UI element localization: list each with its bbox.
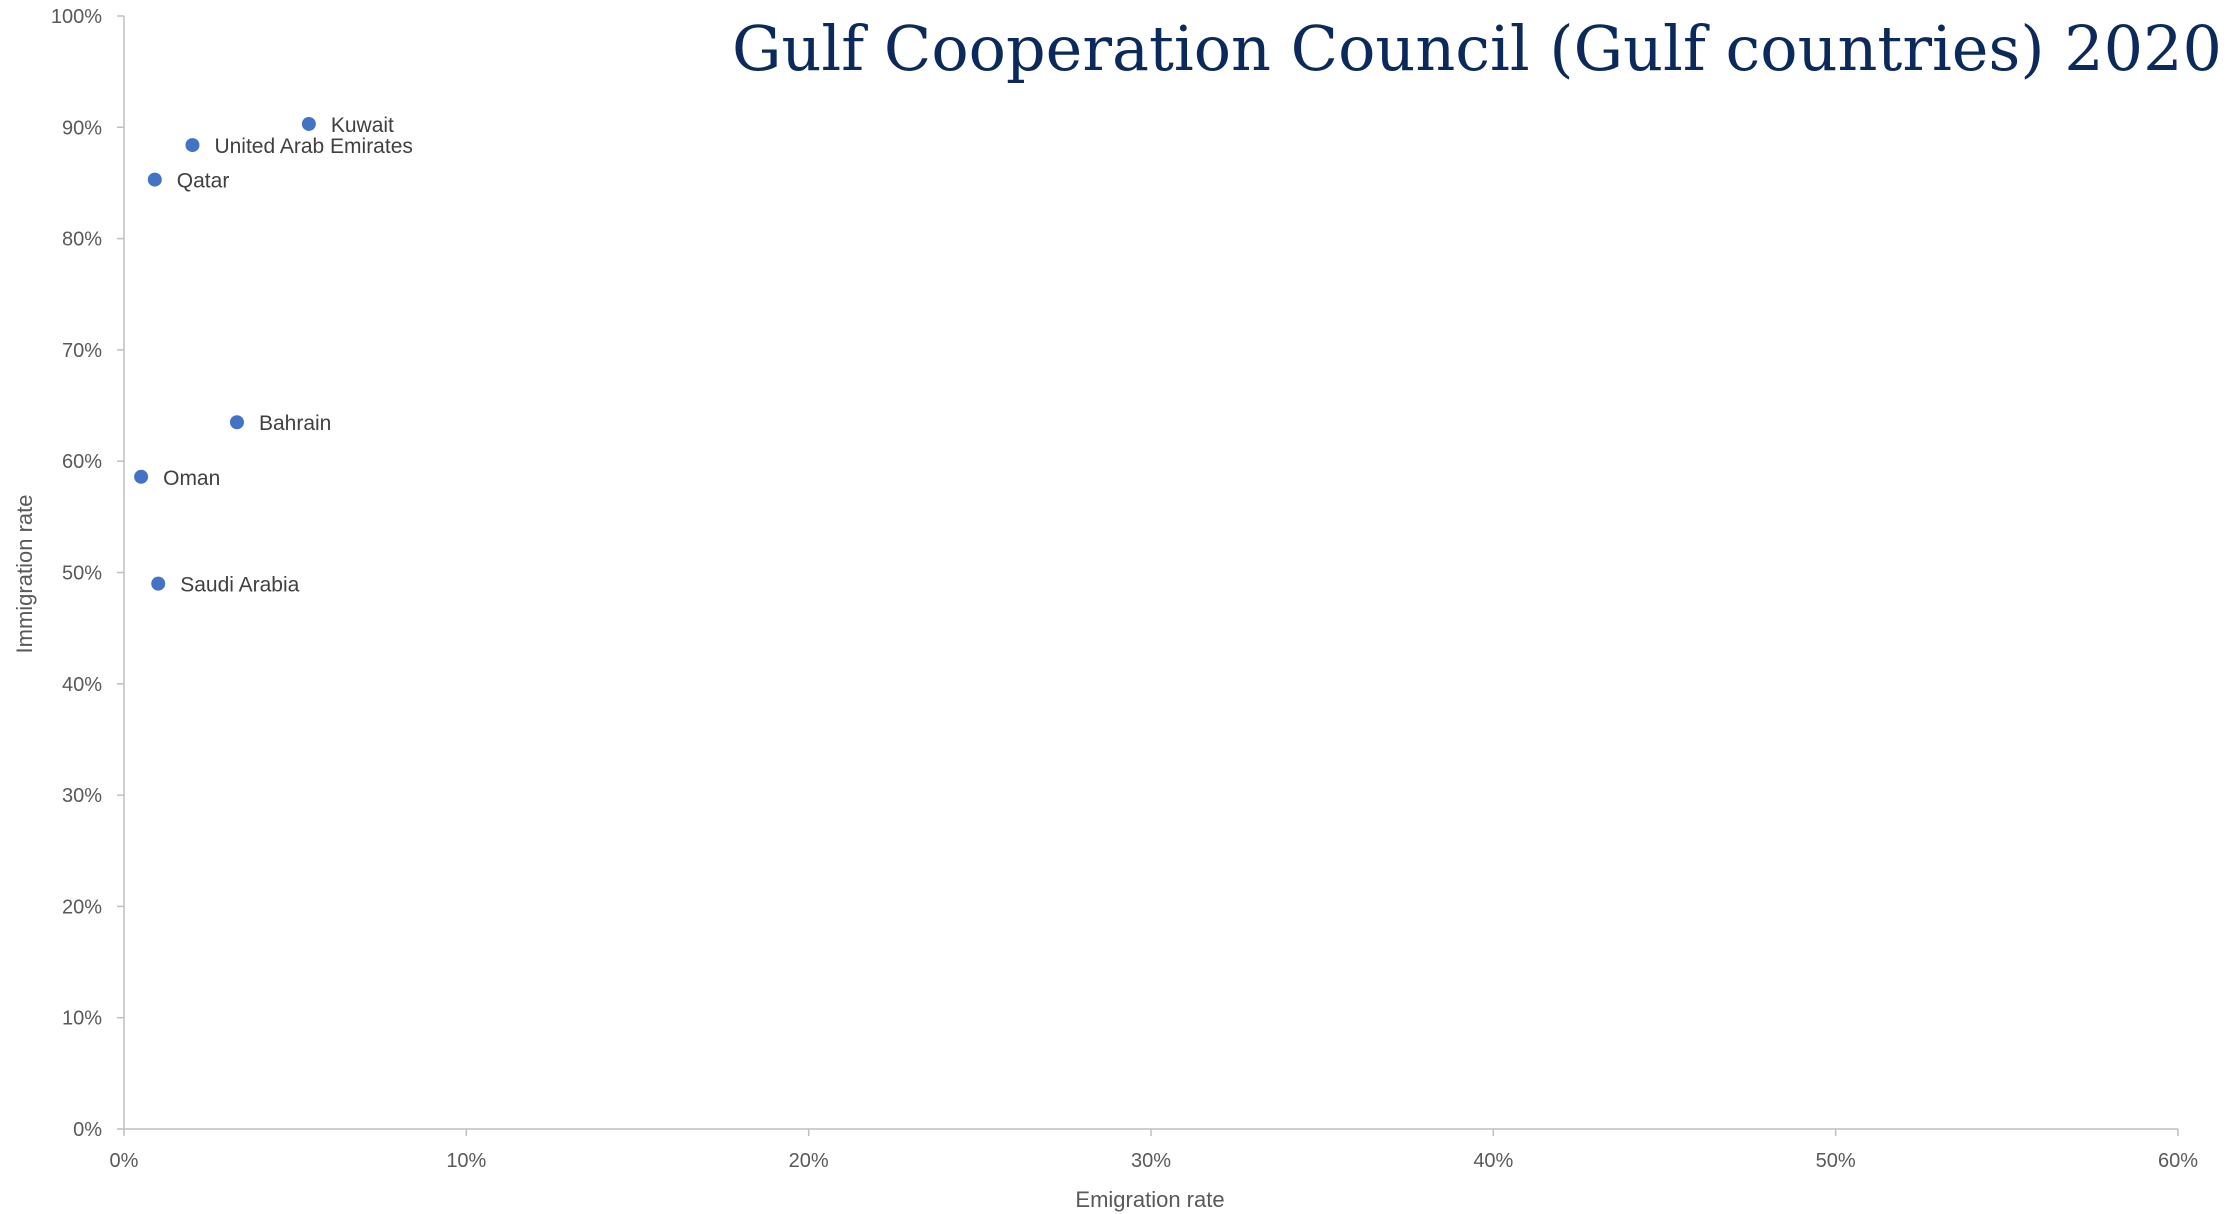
x-tick-label: 20% (789, 1150, 829, 1172)
x-axis-title: Emigration rate (1075, 1187, 1224, 1212)
data-point (151, 576, 166, 591)
data-point-label: Oman (163, 467, 220, 490)
data-point (185, 138, 200, 153)
y-tick-label: 0% (73, 1119, 102, 1141)
y-axis-title: Immigration rate (12, 495, 37, 654)
y-tick-label: 30% (62, 785, 102, 807)
chart-title: Gulf Cooperation Council (Gulf countries… (732, 12, 2222, 85)
x-tick-label: 10% (446, 1150, 486, 1172)
x-tick-label: 30% (1131, 1150, 1171, 1172)
data-point (134, 469, 149, 484)
data-point-label: Bahrain (259, 412, 331, 435)
y-tick-label: 40% (62, 674, 102, 696)
x-tick-label: 60% (2158, 1150, 2198, 1172)
y-tick-label: 100% (51, 6, 102, 28)
data-point (229, 415, 244, 430)
y-tick-label: 20% (62, 896, 102, 918)
x-tick-label: 40% (1473, 1150, 1513, 1172)
data-point-label: Qatar (177, 170, 230, 193)
data-point-label: Kuwait (331, 114, 394, 137)
y-tick-label: 70% (62, 340, 102, 362)
y-tick-label: 80% (62, 229, 102, 251)
y-tick-label: 90% (62, 117, 102, 139)
x-tick-label: 50% (1816, 1150, 1856, 1172)
data-point (301, 116, 316, 131)
data-point-label: United Arab Emirates (214, 135, 412, 158)
y-tick-label: 50% (62, 563, 102, 585)
y-tick-label: 10% (62, 1008, 102, 1030)
data-point-label: Saudi Arabia (180, 574, 299, 597)
data-point (147, 172, 162, 187)
x-axis-ticks: 0% 10% 20% 30% 40% 50% 60% (110, 1129, 2198, 1172)
axes (123, 16, 2178, 1130)
y-axis-ticks: 0% 10% 20% 30% 40% 50% 60% 70% 80% 90% 100% (51, 6, 124, 1141)
y-tick-label: 60% (62, 451, 102, 473)
x-tick-label: 0% (110, 1150, 139, 1172)
